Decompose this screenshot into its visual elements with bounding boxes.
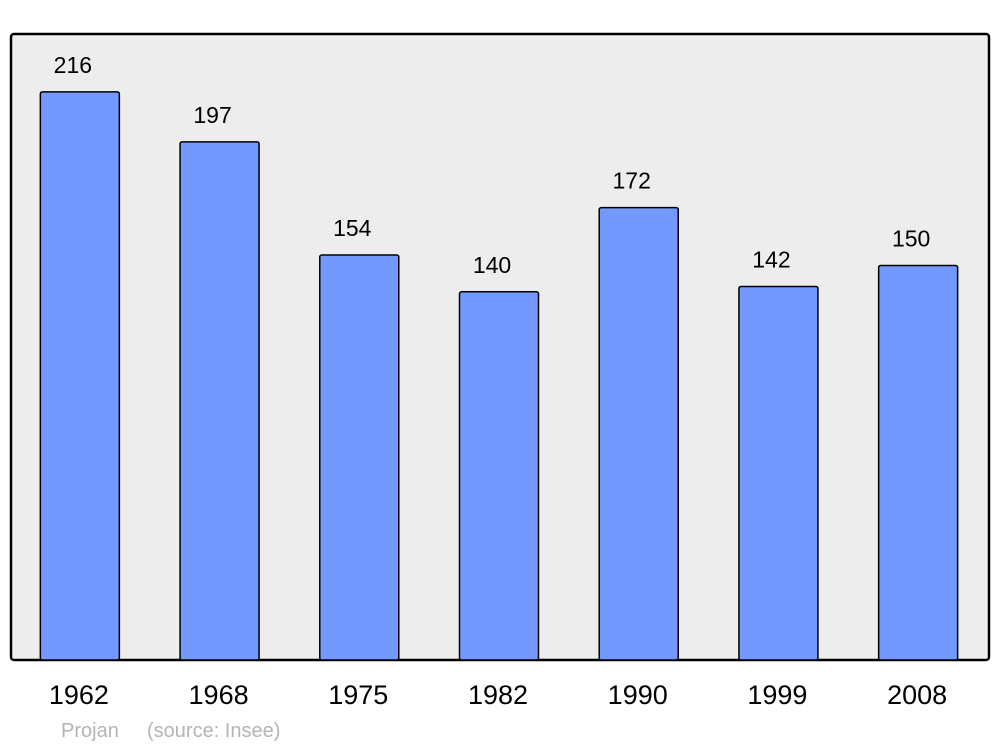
data-label-1975: 154	[333, 215, 372, 241]
footer-source: (source: Insee)	[147, 720, 280, 742]
bar-1990	[598, 206, 679, 661]
x-tick-label-1962: 1962	[49, 680, 109, 710]
data-label-1962: 216	[54, 52, 92, 78]
data-label-2008: 150	[892, 225, 930, 251]
footer-author: Projan	[61, 720, 119, 742]
bar-1999	[738, 285, 819, 661]
x-tick-label-1982: 1982	[468, 680, 528, 710]
data-label-1999: 142	[752, 247, 790, 273]
bar-1968	[179, 141, 260, 661]
data-label-1990: 172	[613, 168, 651, 194]
bar-1962	[39, 91, 121, 661]
data-label-1982: 140	[473, 252, 511, 278]
x-tick-label-1968: 1968	[189, 680, 249, 710]
x-tick-label-2008: 2008	[887, 680, 947, 710]
bar-1975	[319, 254, 400, 661]
data-label-1968: 197	[193, 102, 231, 128]
bar-2008	[877, 264, 959, 661]
x-tick-label-1975: 1975	[328, 680, 388, 710]
bar-1982	[458, 291, 540, 661]
x-tick-label-1999: 1999	[747, 680, 807, 710]
x-tick-label-1990: 1990	[608, 680, 668, 710]
